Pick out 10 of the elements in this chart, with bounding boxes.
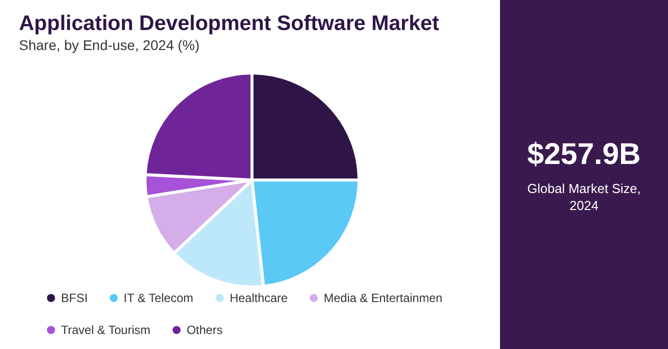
legend-label: Healthcare xyxy=(230,291,288,305)
legend-label: BFSI xyxy=(61,291,88,305)
chart-title: Application Development Software Market xyxy=(19,12,440,35)
legend-label: Travel & Tourism xyxy=(61,323,150,337)
text: $257.9B xyxy=(526,138,642,172)
legend-label: Others xyxy=(186,323,223,337)
legend-label: IT & Telecom xyxy=(124,291,194,305)
text: Global Market Size, 2024 xyxy=(526,180,642,214)
chart-subtitle: Share, by End-use, 2024 (%) xyxy=(19,37,200,53)
legend-label: Media & Entertainmen xyxy=(324,291,442,305)
